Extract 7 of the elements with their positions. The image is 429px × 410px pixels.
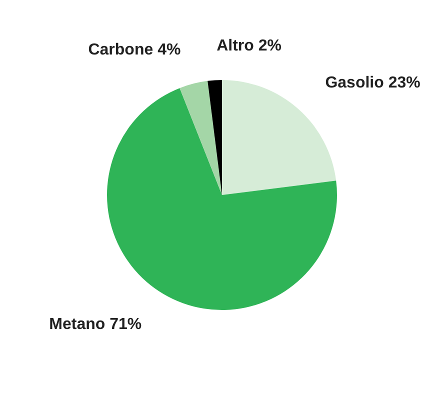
slice-label: Metano 71% <box>49 316 142 334</box>
pie-slice <box>180 80 222 195</box>
pie-slice <box>107 88 337 310</box>
slice-label: Carbone 4% <box>88 42 181 59</box>
slice-label: Altro 2% <box>216 37 282 54</box>
slice-label: Gasolio 23% <box>325 74 420 92</box>
pie-slice <box>208 80 222 195</box>
